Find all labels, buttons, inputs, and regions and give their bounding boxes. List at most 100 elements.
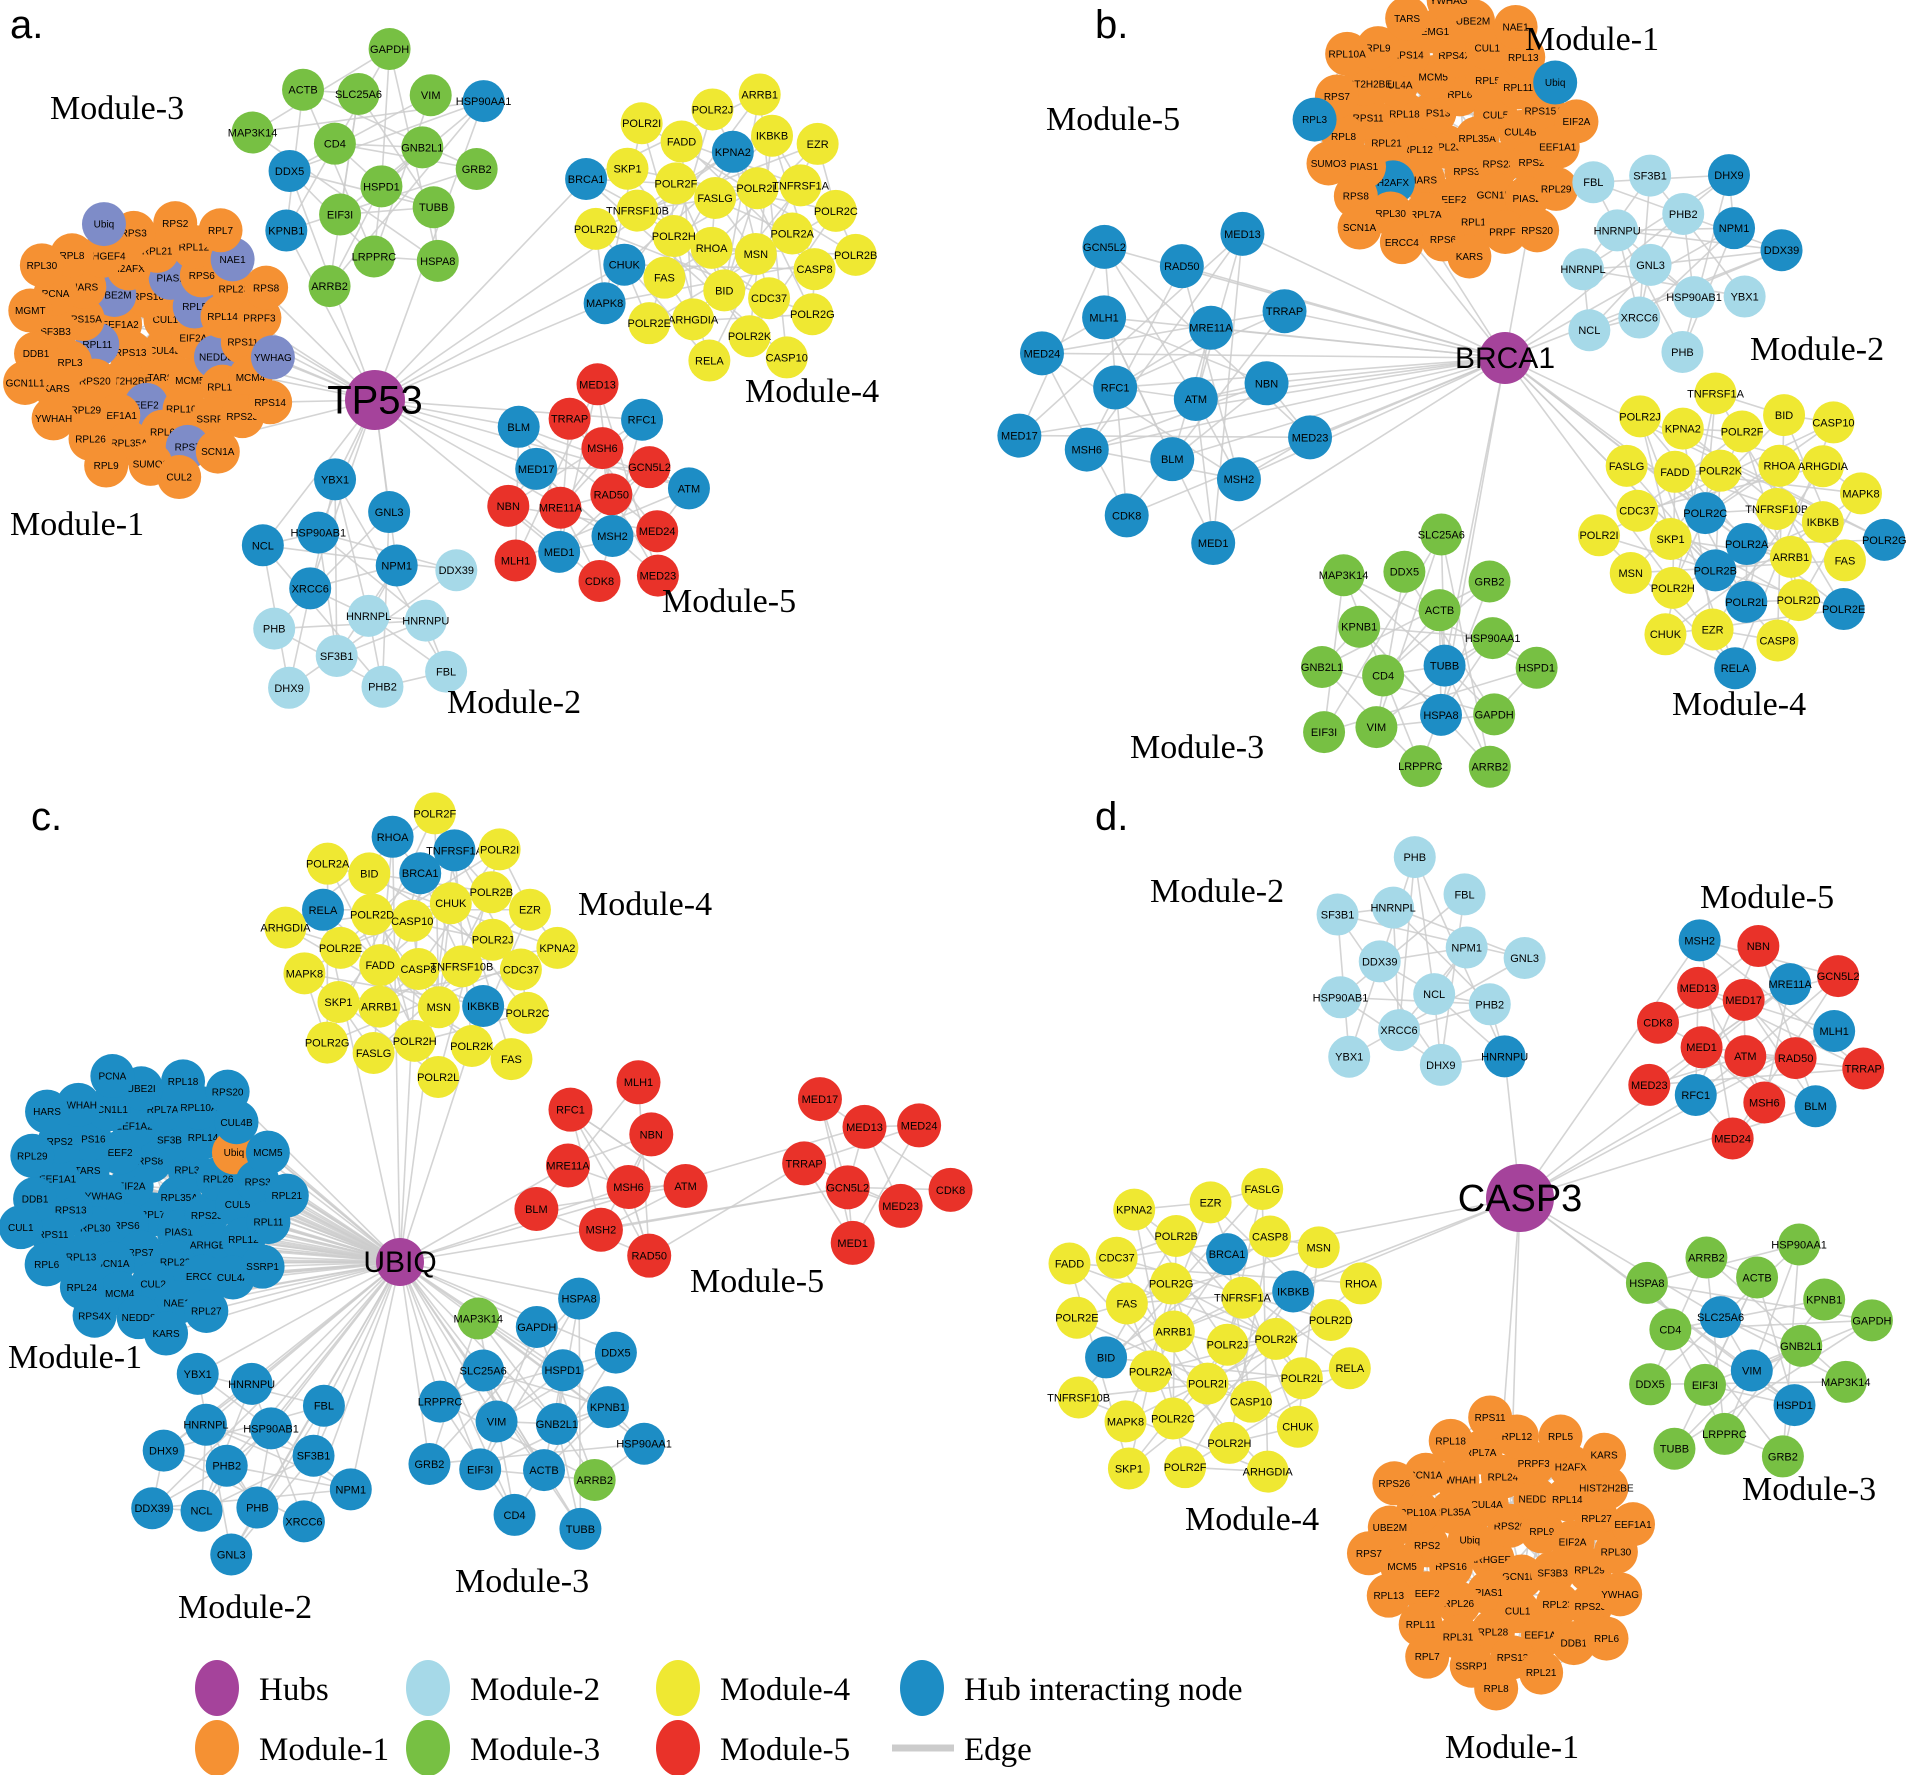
node-MSN[interactable]: MSN: [734, 232, 777, 275]
node-circle[interactable]: [455, 148, 498, 191]
node-circle[interactable]: [616, 1060, 661, 1105]
node-circle[interactable]: [1736, 1256, 1779, 1299]
node-HNRNPL[interactable]: HNRNPL: [1560, 248, 1606, 291]
node-circle[interactable]: [1737, 925, 1780, 968]
node-circle[interactable]: [1629, 154, 1672, 197]
node-circle[interactable]: [1428, 1418, 1473, 1463]
node-circle[interactable]: [265, 209, 308, 252]
node-PRPF3[interactable]: PRPF3: [1483, 209, 1528, 254]
node-RPL21[interactable]: RPL21: [264, 1173, 309, 1218]
node-HSP90AA1[interactable]: HSP90AA1: [1465, 617, 1521, 660]
node-MGMT[interactable]: MGMT: [8, 288, 53, 333]
node-circle[interactable]: [457, 1297, 500, 1340]
node-DDX39[interactable]: DDX39: [435, 549, 478, 592]
node-circle[interactable]: [282, 68, 325, 111]
node-circle[interactable]: [1150, 437, 1195, 482]
node-circle[interactable]: [1616, 489, 1659, 532]
node-EIF3I[interactable]: EIF3I: [1683, 1363, 1726, 1406]
node-circle[interactable]: [1713, 207, 1756, 250]
node-FAS[interactable]: FAS: [1823, 539, 1866, 582]
node-circle[interactable]: [499, 948, 542, 991]
node-circle[interactable]: [359, 944, 402, 987]
node-circle[interactable]: [1801, 501, 1844, 544]
node-circle[interactable]: [771, 212, 814, 255]
node-CHUK[interactable]: CHUK: [1644, 613, 1687, 656]
node-circle[interactable]: [791, 293, 834, 336]
node-circle[interactable]: [1644, 613, 1687, 656]
node-circle[interactable]: [1445, 926, 1488, 969]
node-DDX5[interactable]: DDX5: [594, 1331, 637, 1374]
node-GCN5L2[interactable]: GCN5L2: [825, 1165, 870, 1210]
node-circle[interactable]: [629, 1112, 674, 1157]
node-circle[interactable]: [1216, 457, 1261, 502]
node-circle[interactable]: [539, 486, 582, 529]
node-POLR2C[interactable]: POLR2C: [1683, 492, 1727, 535]
node-GRB2[interactable]: GRB2: [455, 148, 498, 191]
node-RPL7[interactable]: RPL7: [1405, 1634, 1450, 1679]
node-circle[interactable]: [1093, 365, 1138, 410]
node-SF3B1[interactable]: SF3B1: [1316, 893, 1359, 936]
node-circle[interactable]: [1794, 1085, 1837, 1128]
node-EIF3I[interactable]: EIF3I: [459, 1448, 502, 1491]
node-VIM[interactable]: VIM: [475, 1400, 518, 1443]
node-TRRAP[interactable]: TRRAP: [1842, 1047, 1885, 1090]
node-ATM[interactable]: ATM: [1724, 1035, 1767, 1078]
node-circle[interactable]: [1677, 966, 1720, 1009]
node-circle[interactable]: [1383, 550, 1426, 593]
node-ACTB[interactable]: ACTB: [1736, 1256, 1779, 1299]
node-circle[interactable]: [691, 88, 734, 131]
node-circle[interactable]: [195, 429, 240, 474]
node-IKBKB[interactable]: IKBKB: [462, 985, 505, 1028]
node-MRE11A[interactable]: MRE11A: [1188, 305, 1233, 350]
node-ARRB1[interactable]: ARRB1: [1152, 1310, 1195, 1353]
node-RPS7[interactable]: RPS7: [1346, 1531, 1391, 1576]
node-SF3B1[interactable]: SF3B1: [292, 1434, 335, 1477]
node-circle[interactable]: [241, 524, 284, 567]
node-circle[interactable]: [301, 888, 344, 931]
node-POLR2D[interactable]: POLR2D: [574, 207, 618, 250]
node-HSP90AA1[interactable]: HSP90AA1: [1771, 1223, 1827, 1266]
node-circle[interactable]: [1019, 331, 1064, 376]
node-circle[interactable]: [1562, 248, 1605, 291]
node-GCN5L2[interactable]: GCN5L2: [1817, 955, 1860, 998]
node-circle[interactable]: [319, 926, 362, 969]
node-circle[interactable]: [878, 1183, 923, 1228]
node-circle[interactable]: [1730, 1349, 1773, 1392]
node-circle[interactable]: [897, 1103, 942, 1148]
node-circle[interactable]: [282, 1500, 325, 1543]
node-NCL[interactable]: NCL: [180, 1489, 223, 1532]
node-GNL3[interactable]: GNL3: [368, 491, 411, 534]
node-circle[interactable]: [1474, 1666, 1519, 1711]
node-circle[interactable]: [319, 193, 362, 236]
node-MRE11A[interactable]: MRE11A: [1769, 963, 1813, 1006]
node-circle[interactable]: [654, 162, 697, 205]
node-circle[interactable]: [636, 554, 679, 597]
node-circle[interactable]: [1725, 580, 1768, 623]
node-ERCC4[interactable]: ERCC4: [1379, 220, 1424, 265]
node-CHUK[interactable]: CHUK: [1276, 1405, 1319, 1448]
node-RPL6[interactable]: RPL6: [1584, 1616, 1629, 1661]
node-HARS[interactable]: HARS: [25, 1089, 70, 1134]
node-circle[interactable]: [1379, 220, 1424, 265]
node-MAP3K14[interactable]: MAP3K14: [453, 1297, 503, 1340]
node-circle[interactable]: [429, 882, 472, 925]
node-HSPD1[interactable]: HSPD1: [1515, 646, 1558, 689]
node-POLR2G[interactable]: POLR2G: [305, 1021, 350, 1064]
node-circle[interactable]: [433, 829, 476, 872]
node-CDK8[interactable]: CDK8: [928, 1167, 973, 1212]
node-circle[interactable]: [1551, 1621, 1596, 1666]
node-circle[interactable]: [404, 599, 447, 642]
node-NPM1[interactable]: NPM1: [375, 544, 418, 587]
node-circle[interactable]: [1468, 745, 1511, 788]
node-MED17[interactable]: MED17: [997, 413, 1042, 458]
node-circle[interactable]: [515, 1305, 558, 1348]
node-ARRB2[interactable]: ARRB2: [308, 265, 351, 308]
node-circle[interactable]: [250, 1407, 293, 1450]
node-circle[interactable]: [416, 239, 459, 282]
node-circle[interactable]: [306, 1021, 349, 1064]
node-circle[interactable]: [1684, 492, 1727, 535]
node-XRCC6[interactable]: XRCC6: [1378, 1009, 1421, 1052]
node-MED13[interactable]: MED13: [842, 1104, 887, 1149]
node-circle[interactable]: [1822, 588, 1865, 631]
node-circle[interactable]: [548, 1087, 593, 1132]
